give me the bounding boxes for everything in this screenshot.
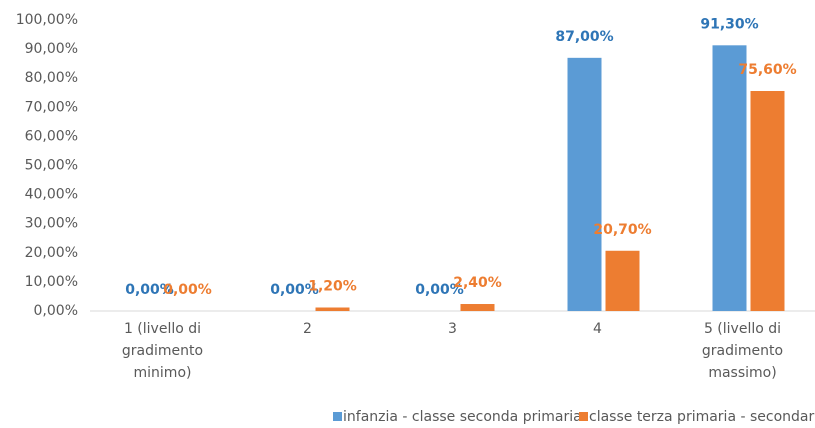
- x-tick-label: 3: [448, 321, 457, 337]
- bar: [750, 91, 785, 311]
- x-tick-label: 2: [303, 321, 312, 337]
- legend-swatch: [333, 412, 342, 421]
- y-tick-label: 40,00%: [25, 187, 78, 203]
- y-tick-label: 60,00%: [25, 128, 78, 144]
- legend-label: classe terza primaria - secondaria: [589, 409, 815, 425]
- y-tick-label: 70,00%: [25, 99, 78, 115]
- data-label: 75,60%: [738, 62, 796, 78]
- bar: [567, 57, 602, 311]
- y-tick-label: 50,00%: [25, 158, 78, 174]
- y-tick-label: 30,00%: [25, 216, 78, 232]
- data-label: 0,00%: [415, 282, 464, 298]
- data-label: 20,70%: [593, 222, 651, 238]
- bar: [460, 304, 495, 311]
- data-label: 0,00%: [270, 282, 319, 298]
- legend-swatch: [579, 412, 588, 421]
- bar: [605, 250, 640, 311]
- x-tick-label: 4: [593, 321, 602, 337]
- y-tick-label: 90,00%: [25, 41, 78, 57]
- y-tick-label: 0,00%: [34, 303, 78, 319]
- y-tick-label: 100,00%: [16, 12, 78, 28]
- data-label: 0,00%: [125, 282, 174, 298]
- data-label: 1,20%: [308, 279, 357, 295]
- y-tick-label: 20,00%: [25, 245, 78, 261]
- bar: [712, 45, 747, 311]
- data-label: 91,30%: [700, 16, 758, 32]
- bar: [315, 307, 350, 311]
- x-tick-label: 5 (livello di gradimento massimo): [701, 321, 784, 381]
- y-tick-label: 10,00%: [25, 274, 78, 290]
- data-label: 87,00%: [555, 29, 613, 45]
- data-label: 0,00%: [163, 282, 212, 298]
- data-label: 2,40%: [453, 275, 502, 291]
- legend-label: infanzia - classe seconda primaria: [343, 409, 582, 425]
- y-tick-label: 80,00%: [25, 70, 78, 86]
- x-tick-label: 1 (livello di gradimento minimo): [121, 321, 204, 381]
